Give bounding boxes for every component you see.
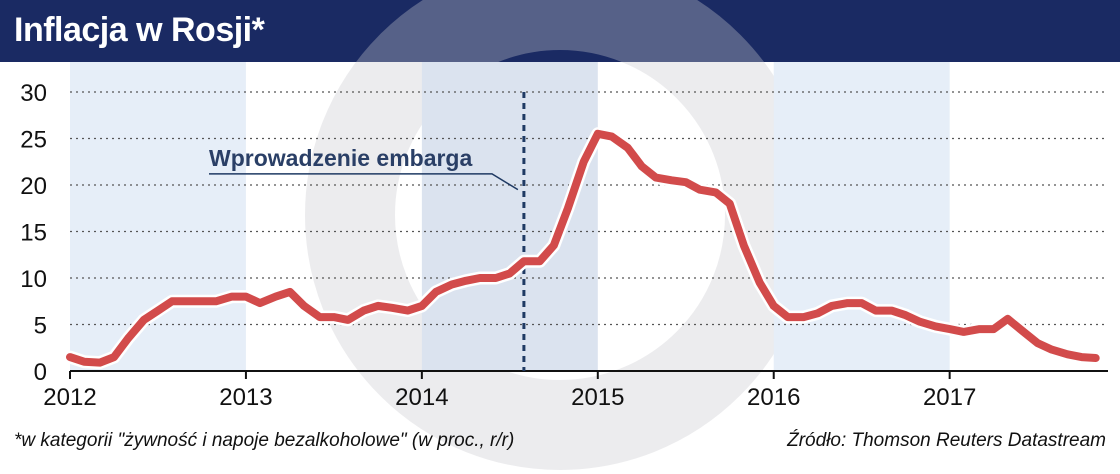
y-tick-label-10: 10	[20, 266, 47, 293]
header-bar: Inflacja w Rosji*	[0, 0, 1120, 62]
y-tick-label-15: 15	[20, 220, 47, 247]
embargo-annotation-leader	[209, 173, 519, 191]
y-tick-label-30: 30	[20, 80, 47, 107]
chart-title: Inflacja w Rosji*	[14, 11, 265, 49]
footnote: *w kategorii "żywność i napoje bezalkoho…	[14, 430, 515, 451]
embargo-annotation-label: Wprowadzenie embarga	[209, 145, 472, 171]
y-tick-label-20: 20	[20, 173, 47, 200]
year-band-2012	[70, 62, 246, 371]
series-line	[66, 129, 1100, 367]
source-note: Źródło: Thomson Reuters Datastream	[787, 430, 1106, 451]
x-tick-label-2012: 2012	[43, 384, 96, 411]
inflation-chart: 0 5 10 15 20 25 30 2012 2013 2014 2015 2016 2017 Wpro…	[20, 62, 1108, 411]
x-tick-label-2017: 2017	[923, 384, 976, 411]
x-tick-label-2016: 2016	[747, 384, 800, 411]
y-tick-label-25: 25	[20, 127, 47, 154]
x-tick-label-2015: 2015	[571, 384, 624, 411]
x-tick-label-2014: 2014	[395, 384, 448, 411]
x-tick-label-2013: 2013	[219, 384, 272, 411]
y-tick-label-5: 5	[34, 313, 47, 340]
y-tick-label-0: 0	[34, 359, 47, 386]
